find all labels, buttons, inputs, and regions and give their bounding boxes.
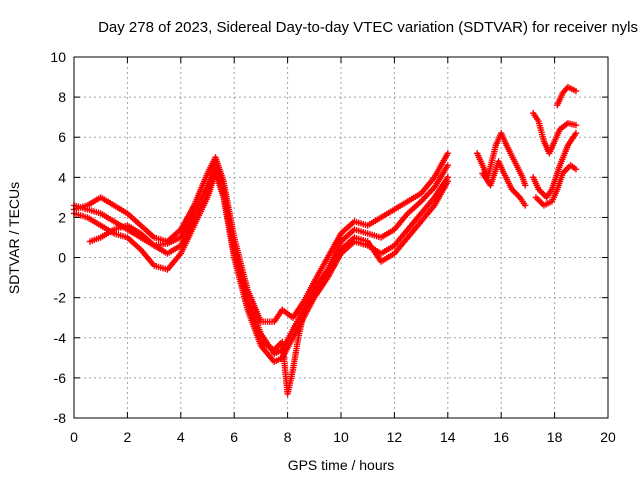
y-tick-label: 4 (58, 169, 66, 185)
data-marks (70, 83, 580, 398)
series-s10 (554, 83, 580, 109)
y-tick-label: 6 (58, 129, 66, 145)
y-tick-label: -2 (54, 290, 67, 306)
x-tick-label: 20 (600, 429, 616, 445)
y-tick-label: -6 (54, 370, 67, 386)
x-tick-label: 4 (177, 429, 185, 445)
data-point (572, 121, 580, 129)
data-point (572, 130, 580, 137)
x-tick-label: 8 (284, 429, 292, 445)
y-tick-label: 0 (58, 250, 66, 266)
series-s9 (532, 162, 580, 209)
chart-title: Day 278 of 2023, Sidereal Day-to-day VTE… (98, 19, 638, 36)
y-tick-label: -8 (54, 410, 67, 426)
data-point (444, 178, 451, 185)
y-tick-label: 10 (50, 49, 66, 65)
series-s3 (70, 150, 451, 325)
x-tick-label: 14 (440, 429, 456, 445)
x-tick-label: 12 (387, 429, 403, 445)
series-s4 (86, 166, 451, 398)
data-point (444, 162, 451, 169)
x-tick-label: 2 (124, 429, 132, 445)
y-tick-label: -4 (54, 330, 67, 346)
x-tick-label: 0 (70, 429, 78, 445)
x-tick-label: 16 (493, 429, 509, 445)
data-point (522, 202, 529, 209)
series-s7 (530, 109, 580, 157)
series-s5 (473, 130, 529, 189)
axis-ticks: 0 2 4 6 8 10 12 14 16 18 20 -8 -6 -4 -2 0 2 4 6 8 10 (50, 49, 616, 445)
y-tick-label: 8 (58, 89, 66, 105)
y-tick-label: 2 (58, 209, 66, 225)
y-axis-title: SDTVAR / TECUs (6, 182, 22, 294)
data-point (522, 182, 529, 189)
series-s8 (530, 130, 580, 201)
x-tick-label: 6 (230, 429, 238, 445)
x-tick-label: 10 (333, 429, 349, 445)
data-point (572, 87, 580, 95)
series-s6 (479, 158, 529, 209)
x-axis-title: GPS time / hours (288, 457, 395, 473)
x-tick-label: 18 (547, 429, 563, 445)
data-point (572, 166, 580, 173)
data-point (444, 150, 451, 157)
